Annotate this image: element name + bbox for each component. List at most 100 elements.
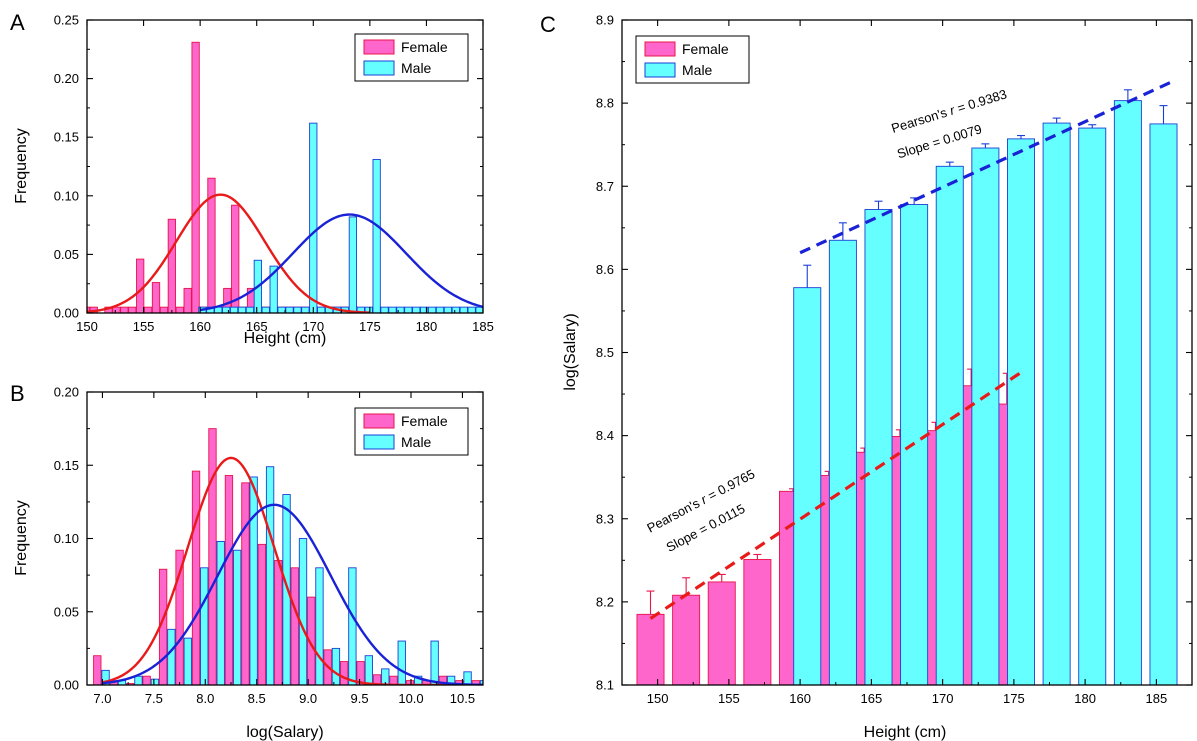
panel-a-bar-male <box>459 306 468 313</box>
panel-a-bar-female <box>120 306 129 313</box>
panel-a-bar-male <box>309 122 318 313</box>
annotation-female: Pearson's r = 0.9765 Slope = 0.0115 <box>644 466 757 555</box>
panel-b-y-tick-label: 0.05 <box>54 604 79 619</box>
panel-a-legend: Female Male <box>354 33 469 82</box>
panel-b-x-tick-label: 7.0 <box>93 691 111 706</box>
panel-a-bar-female <box>143 306 153 313</box>
panel-b-bar-male <box>397 640 406 685</box>
panel-b-bar-male <box>134 675 143 685</box>
panel-a-bar-female <box>167 218 176 313</box>
panel-b-bar-female <box>339 661 349 685</box>
panel-a-x-axis-label: Height (cm) <box>244 330 327 347</box>
panel-a-bar-male <box>388 306 397 313</box>
panel-b-bar-male <box>364 655 373 685</box>
panel-b-bar-female <box>438 675 448 685</box>
panel-c-y-tick-label: 8.7 <box>596 179 614 194</box>
panel-c-bar-male <box>1007 138 1035 685</box>
panel-a-bar-male <box>356 306 365 313</box>
panel-a-bar-male <box>404 306 413 313</box>
panel-a-bar-female <box>183 287 192 313</box>
panel-c-bar-male <box>864 209 893 685</box>
panel-b-legend-swatch-male <box>363 434 395 450</box>
panel-c-fit-line-female <box>649 371 1022 620</box>
panel-b-bar-female <box>290 567 299 685</box>
panel-c-x-tick-label: 175 <box>1003 691 1025 706</box>
panel-a-bar-male <box>420 306 429 313</box>
panel-a-x-tick-label: 155 <box>133 319 155 334</box>
panel-c-bar-female <box>743 559 772 685</box>
panel-c-bar-female <box>672 594 701 685</box>
panel-a-y-tick-label: 0.10 <box>54 188 79 203</box>
panel-a-bar-female <box>207 177 216 313</box>
panel-a-bar-male <box>277 306 286 313</box>
panel-c-bar-male <box>1113 100 1142 685</box>
panel-a-y-tick-label: 0.15 <box>54 130 79 145</box>
panel-b-legend-swatch-female <box>363 413 395 429</box>
panel-c-y-tick-label: 8.9 <box>596 13 614 28</box>
panel-b-x-ticks: 7.0 7.5 8.0 8.5 9.0 9.5 10.0 10.5 <box>93 392 475 706</box>
panel-b-x-tick-label: 10.0 <box>398 691 423 706</box>
panel-a-bar-male <box>261 306 270 313</box>
panel-a-x-ticks: 150 155 160 165 170 175 180 185 <box>76 20 494 334</box>
panel-letter-c: C <box>540 12 556 37</box>
panel-a-bar-male <box>396 306 405 313</box>
panel-a-x-tick-label: 175 <box>359 319 381 334</box>
panel-b-bar-female <box>93 655 102 685</box>
panel-b-bar-male <box>183 637 192 685</box>
panel-c-legend-swatch-male <box>644 62 676 78</box>
panel-a-bar-female <box>223 287 232 313</box>
panel-c-x-ticks: 150 155 160 165 170 175 180 185 <box>647 20 1167 706</box>
panel-a-fit-curve-female <box>87 193 370 313</box>
panel-a-bar-female <box>87 306 90 313</box>
panel-a-bar-male <box>372 159 381 313</box>
panel-a-bar-male <box>435 306 445 313</box>
panel-b-bar-male <box>463 671 472 685</box>
panel-a-fits <box>87 193 483 313</box>
panel-c-legend-swatch-female <box>644 41 676 57</box>
panel-a-bar-male <box>475 306 483 313</box>
panel-c-bar-female <box>636 613 665 685</box>
panel-c-y-tick-label: 8.6 <box>596 262 614 277</box>
panel-b-bar-female <box>126 683 135 685</box>
panel-c-y-tick-label: 8.5 <box>596 345 614 360</box>
panel-c-x-tick-label: 180 <box>1074 691 1096 706</box>
panel-b-bars <box>93 428 483 685</box>
panel-a-bar-male <box>412 306 421 313</box>
panel-b-bar-male <box>249 476 258 685</box>
panel-c-legend-label-female: Female <box>682 41 729 57</box>
panel-b-bar-female <box>241 482 250 685</box>
panel-b-bar-female <box>274 560 283 685</box>
panel-a-x-tick-label: 185 <box>472 319 494 334</box>
panel-a-bar-male <box>301 306 310 313</box>
panel-a-bar-male <box>443 306 453 313</box>
panel-b-bar-male <box>479 680 483 685</box>
panel-a-y-ticks: 0.00 0.05 0.10 0.15 0.20 0.25 <box>54 13 483 321</box>
panel-a-y-tick-label: 0.00 <box>54 306 79 321</box>
panel-a-bar-male <box>317 306 326 313</box>
panel-a-legend-swatch-female <box>363 39 395 55</box>
panel-a-bar-male <box>285 306 294 313</box>
panel-a-bar-male <box>427 306 437 313</box>
panel-b-bar-female <box>208 428 217 685</box>
panel-b-bar-male <box>430 640 439 685</box>
panel-c-legend-label-male: Male <box>682 62 713 78</box>
panel-b-bar-female <box>142 675 151 685</box>
panel-b-bar-male <box>265 466 275 685</box>
panel-b-x-axis-label: log(Salary) <box>246 724 323 741</box>
panel-c-y-tick-label: 8.1 <box>596 678 614 693</box>
panel-c-x-tick-label: 165 <box>861 691 883 706</box>
panel-b-bar-female <box>389 675 398 685</box>
panel-b-bar-male <box>446 675 456 685</box>
panel-b-bar-male <box>200 567 209 685</box>
panel-a-bar-male <box>467 306 476 313</box>
panel-b-bar-female <box>224 475 234 685</box>
panel-c-y-tick-label: 8.8 <box>596 96 614 111</box>
panel-c-fit-line-male <box>799 80 1172 255</box>
panel-c-bars <box>636 89 1178 685</box>
panel-c-bar-male <box>828 239 857 685</box>
panel-b-y-axis-label: Frequency <box>13 500 30 576</box>
panel-c-fits <box>649 80 1172 620</box>
panel-b-x-tick-label: 7.5 <box>145 691 163 706</box>
panel-b-bar-male <box>331 647 341 685</box>
